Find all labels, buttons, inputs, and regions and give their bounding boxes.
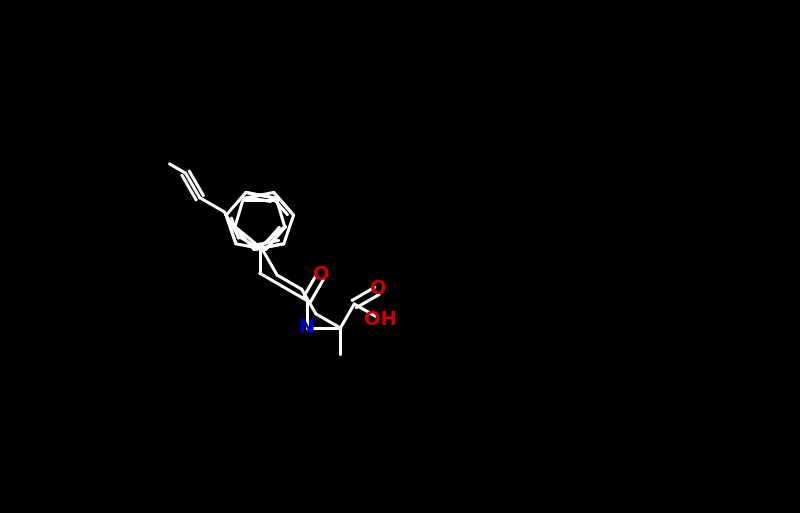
- Text: O: O: [313, 265, 330, 284]
- Text: OH: OH: [364, 310, 398, 329]
- Text: O: O: [370, 279, 386, 298]
- Text: N: N: [298, 319, 314, 338]
